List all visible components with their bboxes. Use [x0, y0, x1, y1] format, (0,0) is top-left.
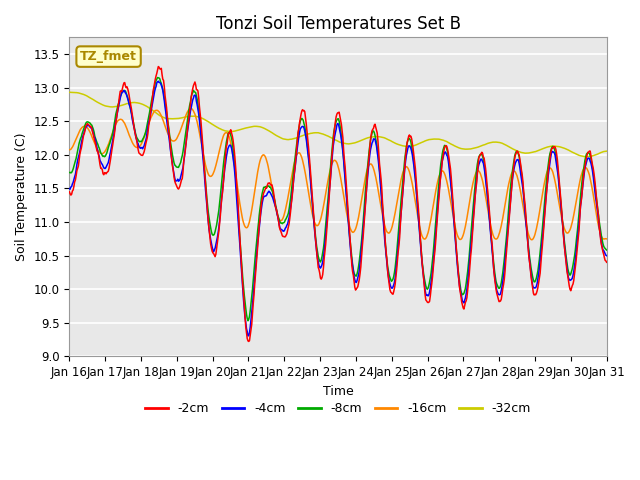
- Text: TZ_fmet: TZ_fmet: [80, 50, 137, 63]
- -2cm: [65, 189, 73, 195]
- -4cm: [603, 253, 611, 259]
- -32cm: [404, 144, 412, 149]
- -4cm: [154, 78, 162, 84]
- -2cm: [186, 108, 193, 113]
- -32cm: [186, 113, 193, 119]
- -32cm: [76, 90, 84, 96]
- -16cm: [187, 106, 195, 111]
- -8cm: [603, 247, 611, 253]
- -8cm: [244, 318, 252, 324]
- -32cm: [214, 125, 222, 131]
- -8cm: [186, 102, 193, 108]
- -8cm: [420, 276, 428, 281]
- -16cm: [528, 237, 536, 243]
- -2cm: [603, 259, 611, 265]
- -2cm: [404, 133, 412, 139]
- -32cm: [131, 100, 139, 106]
- -4cm: [76, 152, 83, 157]
- X-axis label: Time: Time: [323, 384, 353, 397]
- -4cm: [65, 186, 73, 192]
- Line: -16cm: -16cm: [69, 108, 607, 240]
- -16cm: [214, 154, 222, 159]
- -16cm: [603, 236, 611, 242]
- -32cm: [67, 89, 74, 95]
- -32cm: [420, 139, 428, 144]
- -2cm: [131, 127, 138, 132]
- Line: -4cm: -4cm: [69, 81, 607, 336]
- -4cm: [186, 113, 193, 119]
- -16cm: [420, 236, 428, 241]
- -32cm: [65, 89, 73, 95]
- -8cm: [76, 140, 83, 146]
- Y-axis label: Soil Temperature (C): Soil Temperature (C): [15, 132, 28, 261]
- -4cm: [214, 230, 222, 236]
- -2cm: [76, 157, 83, 163]
- -32cm: [583, 154, 591, 159]
- -8cm: [131, 125, 138, 131]
- -2cm: [420, 284, 428, 290]
- Line: -2cm: -2cm: [69, 67, 607, 341]
- Line: -8cm: -8cm: [69, 78, 607, 321]
- -8cm: [65, 169, 73, 175]
- -8cm: [404, 135, 412, 141]
- -4cm: [244, 333, 252, 339]
- -8cm: [214, 213, 222, 219]
- -16cm: [131, 143, 138, 149]
- -2cm: [245, 338, 253, 344]
- -8cm: [154, 75, 161, 81]
- -2cm: [214, 234, 222, 240]
- Legend: -2cm, -4cm, -8cm, -16cm, -32cm: -2cm, -4cm, -8cm, -16cm, -32cm: [140, 397, 536, 420]
- -4cm: [131, 126, 138, 132]
- -16cm: [76, 129, 83, 135]
- -2cm: [154, 64, 162, 70]
- Title: Tonzi Soil Temperatures Set B: Tonzi Soil Temperatures Set B: [216, 15, 461, 33]
- Line: -32cm: -32cm: [69, 92, 607, 156]
- -16cm: [65, 147, 73, 153]
- -4cm: [404, 143, 412, 149]
- -32cm: [603, 148, 611, 154]
- -16cm: [404, 165, 412, 171]
- -4cm: [420, 281, 428, 287]
- -16cm: [185, 107, 193, 112]
